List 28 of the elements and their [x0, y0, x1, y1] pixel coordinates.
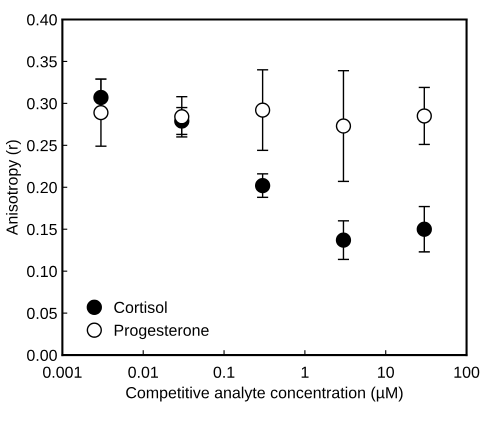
- y-tick-label: 0.00: [27, 350, 57, 362]
- point: [336, 232, 352, 248]
- y-tick-label: 0.15: [27, 224, 57, 236]
- point: [93, 90, 109, 106]
- x-tick-label: 100: [454, 366, 480, 378]
- legend-label: Progesterone: [114, 324, 209, 340]
- point: [93, 104, 109, 120]
- point: [416, 108, 432, 124]
- y-tick-label: 0.40: [27, 14, 57, 26]
- y-axis-title: Anisotropy (r): [6, 140, 21, 236]
- x-tick-label: 0.001: [43, 366, 82, 378]
- y-tick-label: 0.05: [27, 308, 57, 320]
- point: [336, 118, 352, 134]
- y-tick-label: 0.20: [27, 182, 57, 194]
- point: [174, 109, 190, 124]
- point: [416, 222, 432, 237]
- y-tick-label: 0.35: [27, 56, 57, 68]
- x-axis-title: Competitive analyte concentration (µM): [126, 386, 403, 402]
- y-tick-label: 0.25: [27, 140, 57, 152]
- y-tick-label: 0.10: [27, 266, 57, 278]
- x-tick-label: 10: [378, 366, 394, 378]
- x-tick-label: 1: [302, 366, 309, 378]
- legend-label: Cortisol: [114, 301, 167, 314]
- point: [254, 178, 270, 194]
- point: [254, 102, 270, 118]
- x-tick-label: 0.1: [214, 366, 234, 378]
- y-tick-label: 0.30: [27, 98, 57, 110]
- x-tick-label: 0.01: [128, 366, 158, 378]
